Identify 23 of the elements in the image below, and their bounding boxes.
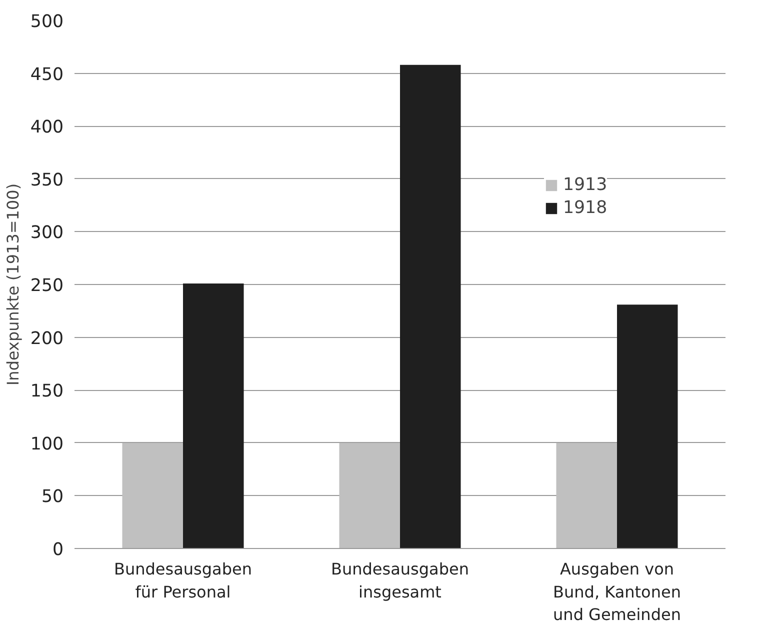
bar: [556, 442, 617, 548]
x-tick-label: Bundesausgaben insgesamt: [331, 560, 469, 602]
x-tick-label: Ausgaben von Bund, Kantonen und Gemeinden: [553, 560, 681, 624]
y-tick-label: 500: [30, 12, 64, 32]
bar: [122, 442, 183, 548]
y-tick-label: 300: [30, 223, 64, 244]
x-tick-label: Bundesausgaben für Personal: [114, 560, 252, 602]
legend-label: 1918: [563, 198, 608, 218]
bar: [617, 304, 678, 548]
y-tick-label: 250: [30, 276, 64, 296]
y-axis-title: Indexpunkte (1913=100): [3, 183, 22, 386]
y-tick-label: 100: [30, 434, 64, 454]
bar: [339, 442, 400, 548]
y-tick-label: 0: [52, 540, 64, 560]
y-tick-label: 450: [30, 64, 64, 85]
y-tick-label: 200: [30, 328, 64, 349]
y-tick-label: 150: [30, 382, 64, 402]
legend-label: 1913: [563, 175, 608, 195]
y-tick-label: 50: [41, 487, 64, 508]
bar: [183, 283, 244, 548]
bar: [400, 64, 461, 548]
y-tick-label: 400: [30, 118, 64, 138]
y-tick-label: 350: [30, 170, 64, 190]
